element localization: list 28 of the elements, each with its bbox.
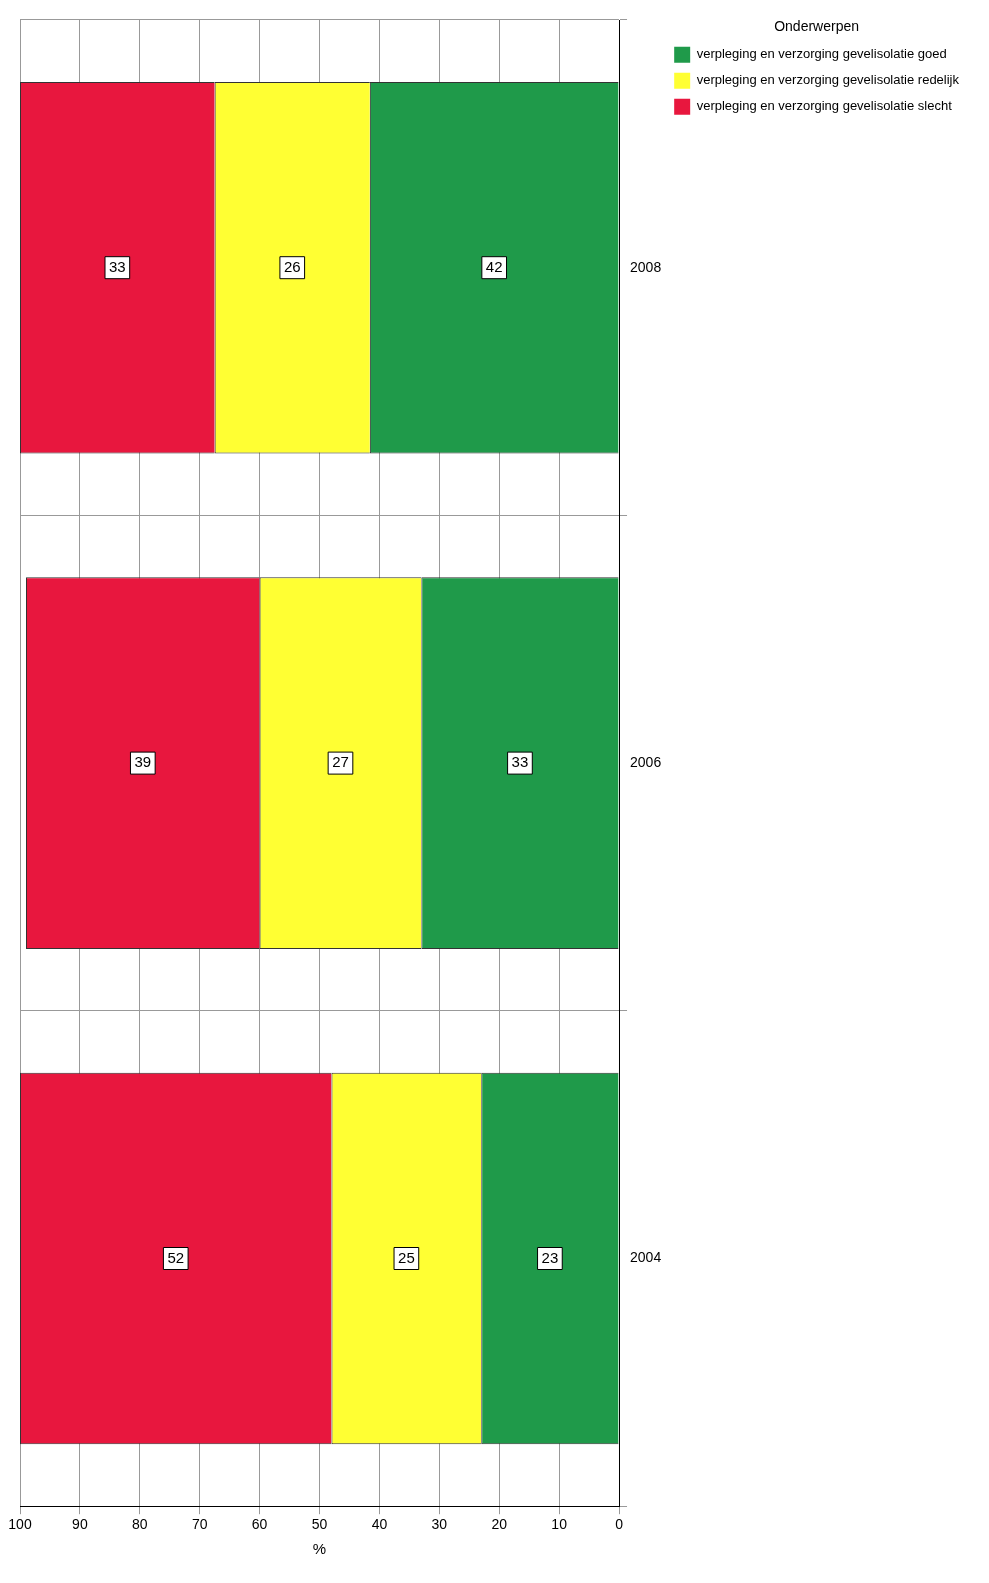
data-label: 42 [485, 257, 503, 275]
x-axis-title: % [312, 1540, 327, 1558]
x-tick-label: 20 [491, 1516, 508, 1533]
data-label: 39 [134, 753, 152, 771]
data-label: 52 [167, 1248, 185, 1266]
data-label: 27 [332, 753, 349, 771]
legend-label: verpleging en verzorging gevelisolatie redelijk [696, 72, 960, 88]
data-label: 26 [283, 257, 301, 275]
data-label: 25 [398, 1248, 415, 1266]
x-tick-label: 0 [615, 1516, 624, 1533]
data-label: 23 [541, 1248, 559, 1266]
x-tick-label: 70 [191, 1516, 208, 1533]
x-tick-label: 100 [8, 1516, 32, 1533]
x-tick-label: 30 [431, 1516, 448, 1533]
y-tick-label: 2008 [630, 258, 662, 275]
y-tick-label: 2004 [630, 1249, 662, 1266]
data-label: 33 [511, 753, 529, 771]
legend-label: verpleging en verzorging gevelisolatie slecht [696, 98, 953, 114]
x-tick-label: 40 [371, 1516, 388, 1533]
x-tick-label: 90 [72, 1516, 88, 1533]
x-tick-label: 60 [251, 1516, 268, 1533]
x-tick-label: 50 [311, 1516, 328, 1533]
legend-title: Onderwerpen [774, 17, 860, 34]
x-tick-label: 10 [551, 1516, 568, 1533]
legend-label: verpleging en verzorging gevelisolatie goed [696, 46, 947, 62]
x-tick-label: 80 [132, 1516, 148, 1533]
data-label: 33 [109, 257, 126, 275]
y-tick-label: 2006 [630, 753, 662, 770]
